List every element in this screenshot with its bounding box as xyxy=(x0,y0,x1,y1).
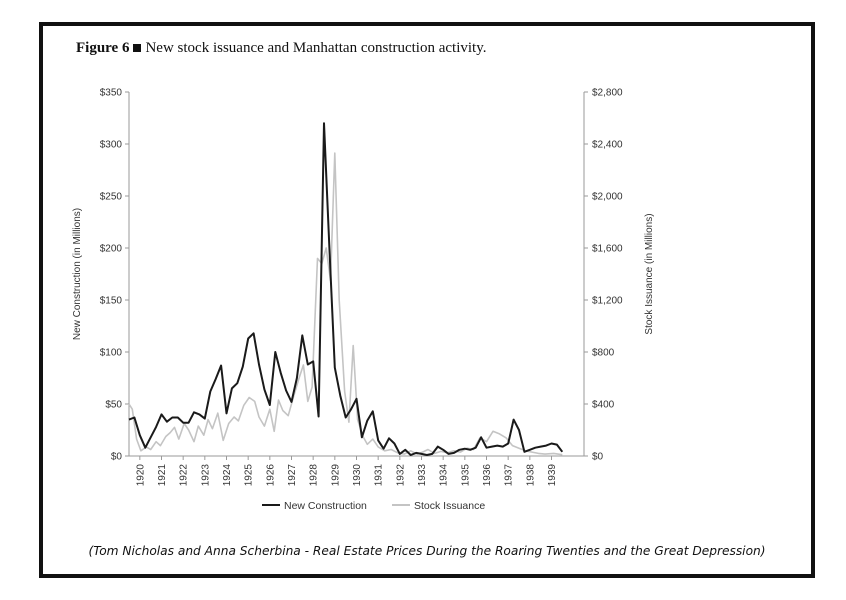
right-y-tick-label: $2,400 xyxy=(592,140,623,151)
x-tick-label: 1932 xyxy=(395,464,406,487)
series-layer xyxy=(128,122,564,456)
right-y-tick-label: $1,200 xyxy=(592,296,623,307)
figure-label: Figure 6 xyxy=(76,40,130,56)
right-y-tick-label: $1,600 xyxy=(592,244,623,255)
x-tick-label: 1939 xyxy=(547,464,558,487)
x-tick-label: 1921 xyxy=(157,464,168,487)
left-axis-label: New Construction (in Millions) xyxy=(72,208,83,340)
x-tick-label: 1920 xyxy=(135,464,146,487)
left-y-tick-label: $300 xyxy=(100,140,123,151)
series-line-stock-issuance xyxy=(128,152,563,456)
right-y-tick-label: $800 xyxy=(592,348,615,359)
right-y-tick-label: $400 xyxy=(592,400,615,411)
x-tick-label: 1928 xyxy=(309,464,320,487)
figure-frame: Figure 6 New stock issuance and Manhattan… xyxy=(39,22,815,578)
legend: New Construction Stock Issuance xyxy=(262,500,485,512)
x-tick-label: 1924 xyxy=(222,464,233,487)
axes-layer: $0 $50 $100 $150 $200 $250 $300 $350 $0 $400 $800 $… xyxy=(72,88,655,487)
left-y-tick-label: $250 xyxy=(100,192,123,203)
x-tick-label: 1937 xyxy=(504,464,515,487)
x-tick-label: 1929 xyxy=(330,464,341,487)
left-y-tick-label: $50 xyxy=(105,400,122,411)
x-tick-label: 1922 xyxy=(179,464,190,487)
x-tick-label: 1933 xyxy=(417,464,428,487)
x-tick-label: 1927 xyxy=(287,464,298,487)
x-tick-label: 1935 xyxy=(460,464,471,487)
x-tick-label: 1934 xyxy=(439,464,450,487)
x-tick-label: 1936 xyxy=(482,464,493,487)
x-tick-label: 1923 xyxy=(200,464,211,487)
square-bullet-icon xyxy=(133,44,142,53)
x-tick-label: 1931 xyxy=(374,464,385,487)
left-y-tick-label: $350 xyxy=(100,88,123,99)
x-tick-label: 1930 xyxy=(352,464,363,487)
legend-label: Stock Issuance xyxy=(414,500,485,512)
figure-caption: (Tom Nicholas and Anna Scherbina - Real … xyxy=(88,544,766,558)
right-axis-label: Stock Issuance (in Millions) xyxy=(644,213,655,334)
left-y-tick-label: $200 xyxy=(100,244,123,255)
x-tick-label: 1926 xyxy=(265,464,276,487)
left-y-tick-label: $150 xyxy=(100,296,123,307)
x-tick-label: 1938 xyxy=(525,464,536,487)
right-y-tick-label: $2,800 xyxy=(592,88,623,99)
x-tick-label: 1925 xyxy=(244,464,255,487)
left-y-tick-label: $0 xyxy=(111,452,123,463)
right-y-tick-label: $0 xyxy=(592,452,604,463)
left-y-tick-label: $100 xyxy=(100,348,123,359)
figure-title-text: New stock issuance and Manhattan constru… xyxy=(145,40,487,56)
figure-title: Figure 6 New stock issuance and Manhattan… xyxy=(76,40,486,57)
right-y-tick-label: $2,000 xyxy=(592,192,623,203)
legend-label: New Construction xyxy=(284,500,367,512)
series-line-new-construction xyxy=(128,122,564,456)
